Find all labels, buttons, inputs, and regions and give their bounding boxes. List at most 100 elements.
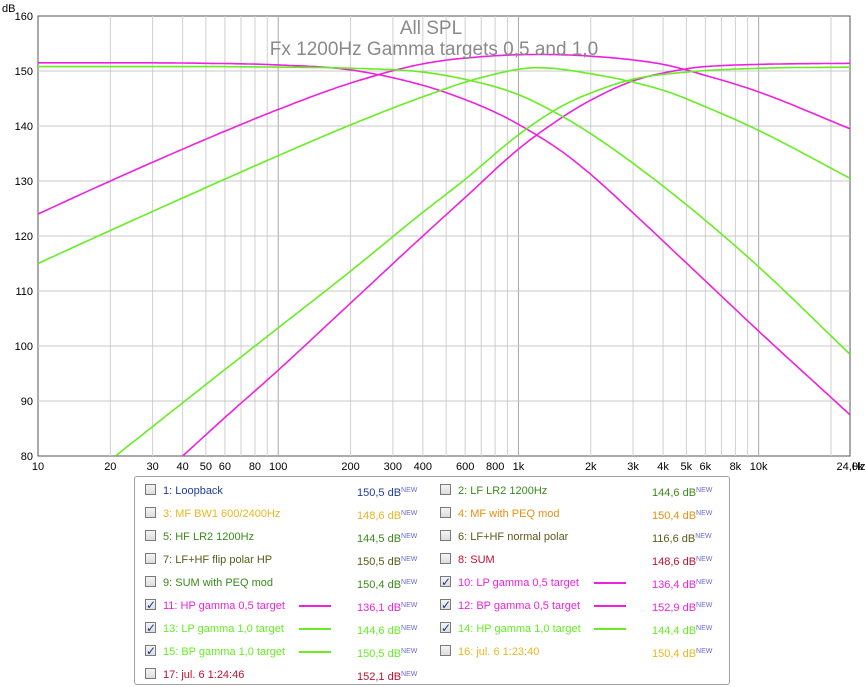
legend-value: 144,4 dBNEW — [652, 625, 713, 637]
legend-label: 16: jul. 6 1:23:40 — [458, 646, 540, 658]
legend-checkbox[interactable] — [145, 484, 156, 495]
legend-item-e2[interactable]: 2: LF LR2 1200Hz 144,6 dBNEW — [440, 482, 730, 500]
legend-value: 150,4 dBNEW — [652, 510, 713, 522]
legend-checkbox[interactable]: ✓ — [145, 621, 156, 635]
legend-checkbox[interactable] — [145, 553, 156, 564]
x-axis-unit: Hz — [852, 461, 865, 473]
x-tick-label: 400 — [414, 461, 432, 473]
legend-item-e3[interactable]: 3: MF BW1 600/2400Hz 148,6 dBNEW — [145, 505, 435, 523]
y-tick-label: 80 — [21, 451, 33, 463]
chart-title: All SPL — [400, 18, 462, 39]
y-tick-label: 130 — [15, 176, 33, 188]
legend-value: 136,1 dBNEW — [357, 602, 418, 614]
legend-swatch — [594, 628, 626, 630]
legend-label: 1: Loopback — [163, 485, 223, 497]
series-group — [38, 53, 850, 456]
new-badge: NEW — [401, 556, 418, 563]
legend-label: 10: LP gamma 0,5 target — [458, 577, 579, 589]
legend-checkbox[interactable] — [440, 645, 451, 656]
new-badge: NEW — [401, 579, 418, 586]
legend-checkbox[interactable] — [145, 576, 156, 587]
legend-checkbox[interactable] — [440, 507, 451, 518]
new-badge: NEW — [695, 533, 712, 540]
series-line-4 — [38, 65, 850, 355]
legend-value: 152,9 dBNEW — [652, 602, 713, 614]
legend-checkbox[interactable] — [440, 553, 451, 564]
new-badge: NEW — [696, 487, 713, 494]
legend-item-e10[interactable]: ✓ 10: LP gamma 0,5 target 136,4 dBNEW — [440, 574, 730, 592]
x-tick-labels: 10 20 30 40 50 60 80 100 200 300 400 600 800 1k 2k 3k 4k… — [32, 461, 864, 473]
x-tick-label: 600 — [456, 461, 474, 473]
legend-value: 148,6 dBNEW — [357, 510, 418, 522]
legend-panel: 1: Loopback 150,5 dBNEW 2: LF LR2 1200Hz 14… — [134, 476, 730, 685]
legend-checkbox[interactable] — [145, 530, 156, 541]
x-tick-label: 10k — [750, 461, 768, 473]
legend-label: 5: HF LR2 1200Hz — [163, 531, 255, 543]
legend-value: 150,5 dBNEW — [357, 487, 418, 499]
legend-checkbox[interactable] — [145, 668, 156, 679]
x-tick-label: 80 — [249, 461, 261, 473]
legend-item-e12[interactable]: ✓ 12: BP gamma 0,5 target 152,9 dBNEW — [440, 597, 730, 615]
y-tick-labels: 80 90 100 110 120 130 140 150 160 — [15, 11, 33, 463]
legend-item-e13[interactable]: ✓ 13: LP gamma 1,0 target 144,6 dBNEW — [145, 620, 435, 638]
legend-checkbox[interactable]: ✓ — [145, 598, 156, 612]
legend-value: 150,4 dBNEW — [357, 579, 418, 591]
x-tick-label: 60 — [219, 461, 231, 473]
legend-item-e14[interactable]: ✓ 14: HP gamma 1,0 target 144,4 dBNEW — [440, 620, 730, 638]
checkmark-icon: ✓ — [441, 598, 452, 612]
new-badge: NEW — [696, 648, 713, 655]
new-badge: NEW — [696, 556, 713, 563]
legend-item-e1[interactable]: 1: Loopback 150,5 dBNEW — [145, 482, 435, 500]
x-tick-label: 8k — [730, 461, 742, 473]
legend-swatch — [299, 628, 331, 630]
legend-value: 150,4 dBNEW — [652, 648, 713, 660]
legend-item-e6[interactable]: 6: LF+HF normal polar 116,6 dBNEW — [440, 528, 730, 546]
x-tick-label: 20 — [104, 461, 116, 473]
legend-label: 9: SUM with PEQ mod — [163, 577, 274, 589]
y-tick-label: 140 — [15, 121, 33, 133]
new-badge: NEW — [401, 510, 418, 517]
y-tick-label: 150 — [15, 66, 33, 78]
legend-checkbox[interactable] — [440, 530, 451, 541]
legend-item-e15[interactable]: ✓ 15: BP gamma 1,0 target 150,5 dBNEW — [145, 643, 435, 661]
legend-item-e7[interactable]: 7: LF+HF flip polar HP 150,5 dBNEW — [145, 551, 435, 569]
new-badge: NEW — [401, 671, 418, 678]
legend-label: 4: MF with PEQ mod — [458, 508, 560, 520]
legend-swatch — [299, 605, 331, 607]
legend-value: 116,6 dBNEW — [652, 533, 712, 545]
checkmark-icon: ✓ — [146, 621, 157, 635]
legend-checkbox[interactable]: ✓ — [440, 598, 451, 612]
x-tick-label: 100 — [269, 461, 287, 473]
legend-swatch — [299, 651, 331, 653]
checkmark-icon: ✓ — [441, 575, 452, 589]
legend-item-e9[interactable]: 9: SUM with PEQ mod 150,4 dBNEW — [145, 574, 435, 592]
series-line-3 — [38, 53, 850, 215]
legend-checkbox[interactable]: ✓ — [145, 644, 156, 658]
y-tick-label: 100 — [15, 341, 33, 353]
legend-value: 144,5 dBNEW — [357, 533, 418, 545]
legend-item-e17[interactable]: 17: jul. 6 1:24:46 152,1 dBNEW — [145, 666, 435, 684]
legend-item-e11[interactable]: ✓ 11: HP gamma 0,5 target 136,1 dBNEW — [145, 597, 435, 615]
legend-checkbox[interactable] — [440, 484, 451, 495]
legend-label: 8: SUM — [458, 554, 495, 566]
legend-checkbox[interactable]: ✓ — [440, 621, 451, 635]
legend-item-e5[interactable]: 5: HF LR2 1200Hz 144,5 dBNEW — [145, 528, 435, 546]
legend-label: 12: BP gamma 0,5 target — [458, 600, 581, 612]
checkmark-icon: ✓ — [441, 621, 452, 635]
legend-value: 136,4 dBNEW — [652, 579, 713, 591]
y-tick-label: 120 — [15, 231, 33, 243]
y-tick-label: 160 — [15, 11, 33, 23]
legend-item-e4[interactable]: 4: MF with PEQ mod 150,4 dBNEW — [440, 505, 730, 523]
y-axis-label: dB — [2, 3, 15, 15]
legend-value: 144,6 dBNEW — [652, 487, 713, 499]
x-tick-label: 10 — [32, 461, 44, 473]
legend-checkbox[interactable]: ✓ — [440, 575, 451, 589]
legend-label: 13: LP gamma 1,0 target — [163, 623, 284, 635]
legend-item-e8[interactable]: 8: SUM 148,6 dBNEW — [440, 551, 730, 569]
legend-value: 150,5 dBNEW — [357, 648, 418, 660]
chart-subtitle: Fx 1200Hz Gamma targets 0,5 and 1,0 — [270, 39, 598, 60]
spl-chart: 80 90 100 110 120 130 140 150 160 10 20 30 40 50 60 80… — [2, 3, 865, 473]
legend-item-e16[interactable]: 16: jul. 6 1:23:40 150,4 dBNEW — [440, 643, 730, 661]
x-tick-label: 2k — [585, 461, 597, 473]
legend-checkbox[interactable] — [145, 507, 156, 518]
